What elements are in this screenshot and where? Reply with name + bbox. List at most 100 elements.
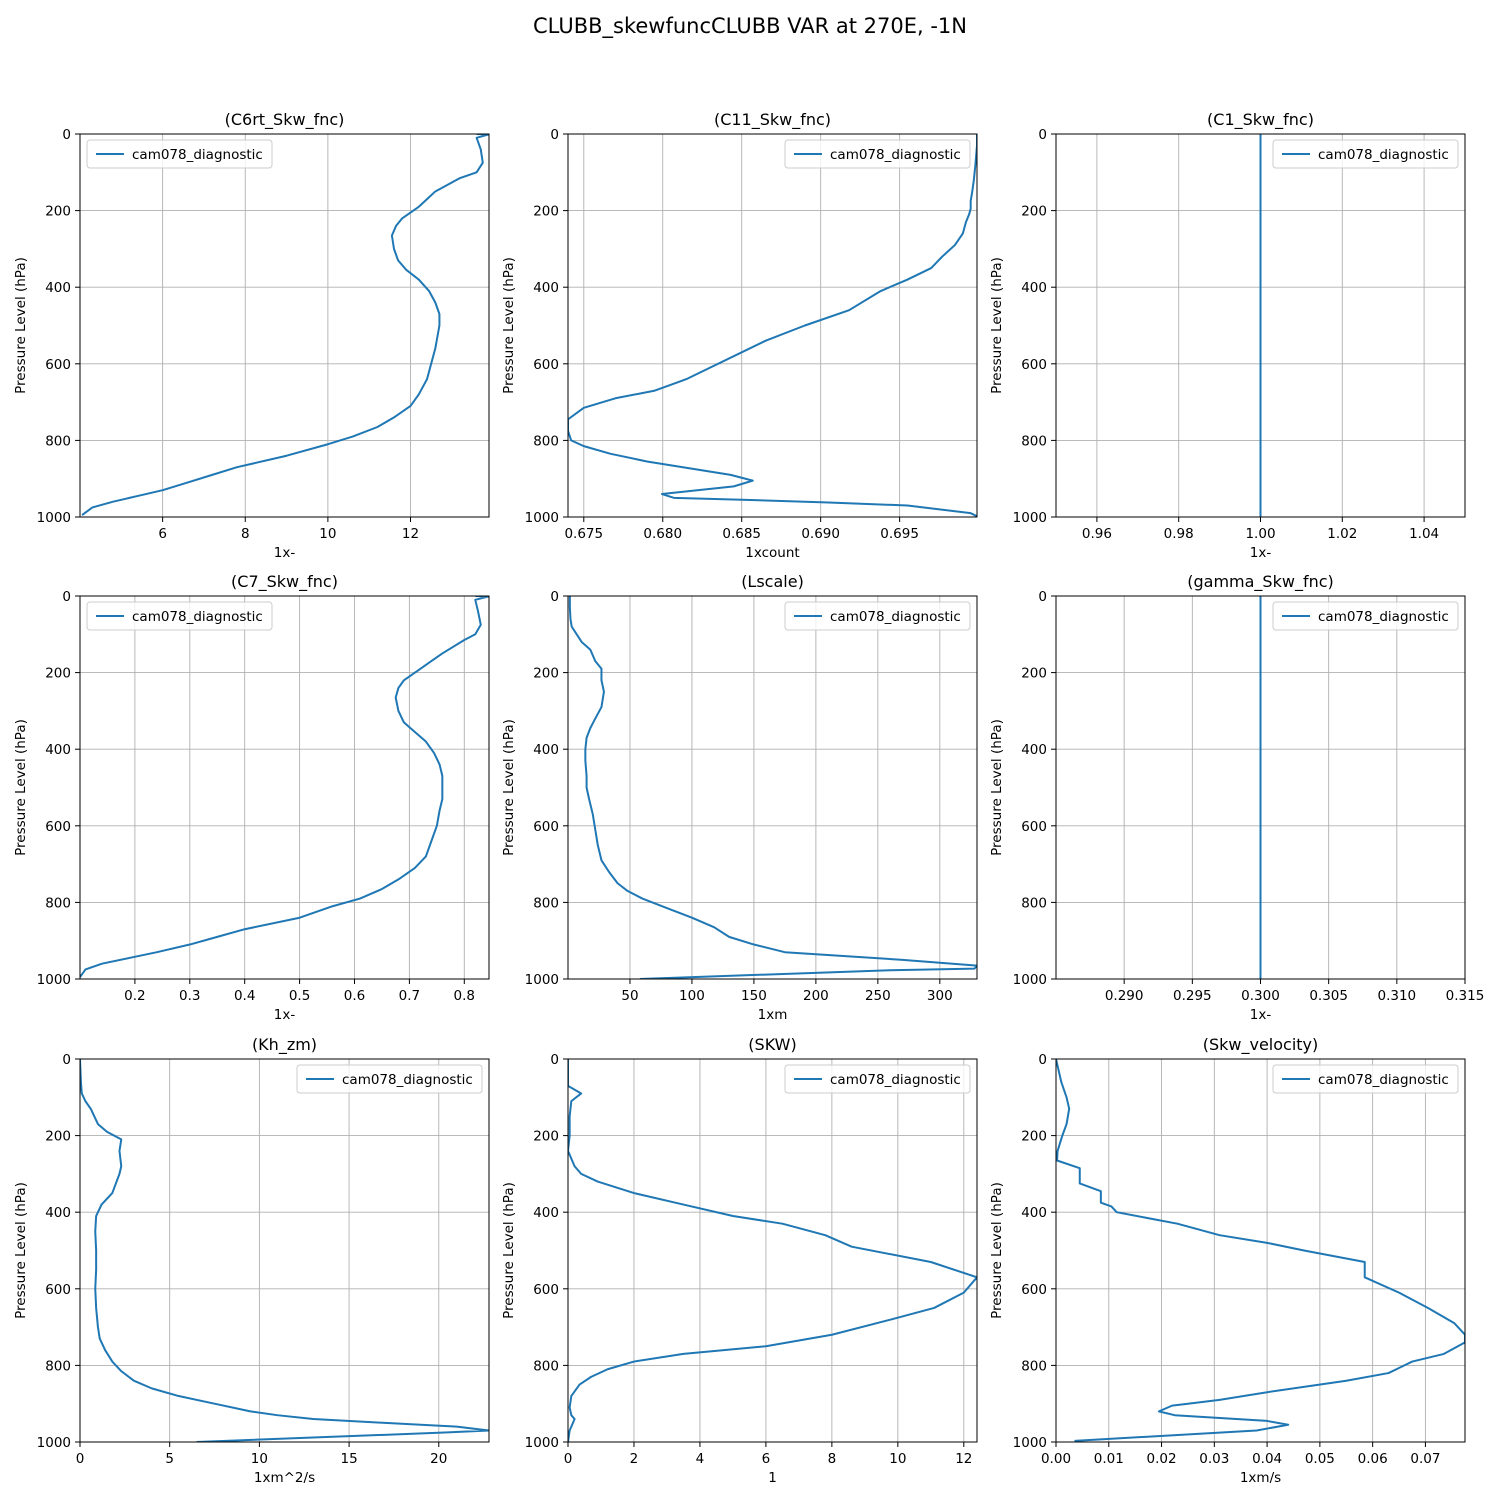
x-tick-label: 0.695 — [880, 526, 919, 542]
x-tick-label: 0.295 — [1173, 988, 1212, 1004]
subplot-title: (Kh_zm) — [252, 1035, 317, 1055]
y-axis-label: Pressure Level (hPa) — [989, 719, 1005, 856]
axes-frame — [79, 133, 490, 518]
x-tick-label: 20 — [430, 1451, 447, 1467]
x-tick-label: 50 — [621, 988, 638, 1004]
legend-label: cam078_diagnostic — [132, 147, 263, 163]
y-axis-label: Pressure Level (hPa) — [989, 1182, 1005, 1319]
legend-label: cam078_diagnostic — [342, 1072, 473, 1088]
subplot: 6 8 10 12 0 200 400 600 800 1000 (C6rt_Skw_fnc) 1x-… — [13, 110, 490, 561]
x-tick-label: 300 — [927, 988, 953, 1004]
x-tick-label: 8 — [828, 1451, 837, 1467]
x-tick-label: 0.4 — [234, 988, 255, 1004]
y-tick-label: 400 — [45, 280, 71, 296]
legend: cam078_diagnostic — [86, 139, 273, 169]
legend-box — [296, 1064, 483, 1094]
y-tick-label: 0 — [1038, 1052, 1047, 1068]
y-tick-label: 0 — [62, 1052, 71, 1068]
y-tick-label: 800 — [1021, 895, 1047, 911]
subplot-title: (Lscale) — [741, 572, 804, 591]
y-tick-label: 1000 — [1013, 972, 1047, 988]
legend: cam078_diagnostic — [784, 139, 971, 169]
x-tick-label: 0.06 — [1358, 1451, 1388, 1467]
legend: cam078_diagnostic — [86, 601, 273, 631]
figure-title: CLUBB_skewfuncCLUBB VAR at 270E, -1N — [533, 14, 967, 38]
y-tick-label: 600 — [533, 357, 559, 373]
y-tick-label: 200 — [533, 666, 559, 682]
y-axis-label: Pressure Level (hPa) — [13, 1182, 29, 1319]
subplot: 50 100 150 200 250 300 0 200 400 600 800 1000 (Lscal… — [501, 572, 978, 1023]
subplot-title: (C7_Skw_fnc) — [231, 572, 338, 592]
subplot-title: (C11_Skw_fnc) — [714, 110, 831, 130]
x-tick-label: 0.315 — [1446, 988, 1485, 1004]
y-tick-label: 1000 — [37, 1435, 71, 1451]
y-tick-label: 400 — [533, 280, 559, 296]
x-axis-label: 1x- — [1250, 1007, 1272, 1023]
y-tick-label: 0 — [1038, 589, 1047, 605]
x-tick-label: 0.310 — [1378, 988, 1417, 1004]
y-tick-label: 1000 — [1013, 1435, 1047, 1451]
legend: cam078_diagnostic — [784, 1064, 971, 1094]
y-tick-label: 1000 — [525, 510, 559, 526]
y-tick-label: 400 — [533, 742, 559, 758]
y-tick-label: 600 — [533, 1282, 559, 1298]
y-tick-label: 200 — [45, 1129, 71, 1145]
axes-frame — [79, 1058, 490, 1443]
y-tick-label: 1000 — [37, 972, 71, 988]
x-tick-label: 1.04 — [1409, 526, 1439, 542]
y-tick-label: 1000 — [525, 1435, 559, 1451]
y-tick-label: 800 — [533, 1358, 559, 1374]
x-tick-label: 0.305 — [1309, 988, 1348, 1004]
subplot-title: (gamma_Skw_fnc) — [1187, 572, 1334, 592]
y-axis-label: Pressure Level (hPa) — [13, 257, 29, 394]
x-tick-label: 1.02 — [1327, 526, 1357, 542]
x-tick-label: 10 — [889, 1451, 906, 1467]
axes-frame — [567, 595, 978, 980]
x-tick-label: 0.00 — [1041, 1451, 1071, 1467]
legend-box — [784, 1064, 971, 1094]
legend-label: cam078_diagnostic — [1318, 609, 1449, 625]
x-tick-label: 0.05 — [1305, 1451, 1335, 1467]
y-tick-label: 0 — [550, 1052, 559, 1068]
y-tick-label: 600 — [1021, 819, 1047, 835]
axes-frame — [567, 133, 978, 518]
subplot-title: (SKW) — [748, 1035, 796, 1054]
x-tick-label: 12 — [402, 526, 419, 542]
subplot: 0 5 10 15 2002004006008001000(Kh_zm)1xm^2/sP… — [13, 1035, 490, 1486]
y-tick-label: 200 — [533, 1129, 559, 1145]
x-tick-label: 0 — [564, 1451, 573, 1467]
y-tick-label: 600 — [533, 819, 559, 835]
y-tick-label: 800 — [45, 433, 71, 449]
x-tick-label: 0.01 — [1094, 1451, 1124, 1467]
x-tick-label: 6 — [158, 526, 167, 542]
x-axis-label: 1x- — [274, 545, 296, 561]
y-tick-label: 800 — [533, 433, 559, 449]
axes-frame — [1055, 1058, 1466, 1443]
legend: cam078_diagnostic — [1272, 601, 1459, 631]
series-line — [568, 596, 977, 979]
x-tick-label: 0.8 — [454, 988, 475, 1004]
y-tick-label: 600 — [45, 357, 71, 373]
y-tick-label: 400 — [45, 742, 71, 758]
x-tick-label: 0.675 — [564, 526, 603, 542]
y-tick-label: 600 — [1021, 357, 1047, 373]
legend-box — [86, 601, 273, 631]
subplot: 0.00 0.01 0.02 0.03 0.04 0.05 0.06 0.07 0 200 400 6… — [989, 1035, 1466, 1486]
x-axis-label: 1x- — [1250, 545, 1272, 561]
y-tick-label: 200 — [533, 204, 559, 220]
x-tick-label: 15 — [340, 1451, 357, 1467]
legend-label: cam078_diagnostic — [132, 609, 263, 625]
legend-label: cam078_diagnostic — [830, 1072, 961, 1088]
y-tick-label: 600 — [45, 1282, 71, 1298]
subplot-title: (Skw_velocity) — [1203, 1035, 1319, 1055]
y-tick-label: 400 — [1021, 1205, 1047, 1221]
y-tick-label: 800 — [45, 895, 71, 911]
y-tick-label: 400 — [1021, 742, 1047, 758]
x-tick-label: 8 — [241, 526, 250, 542]
y-tick-label: 800 — [1021, 1358, 1047, 1374]
x-tick-label: 5 — [165, 1451, 174, 1467]
x-tick-label: 0.5 — [289, 988, 310, 1004]
x-tick-label: 0.3 — [179, 988, 200, 1004]
